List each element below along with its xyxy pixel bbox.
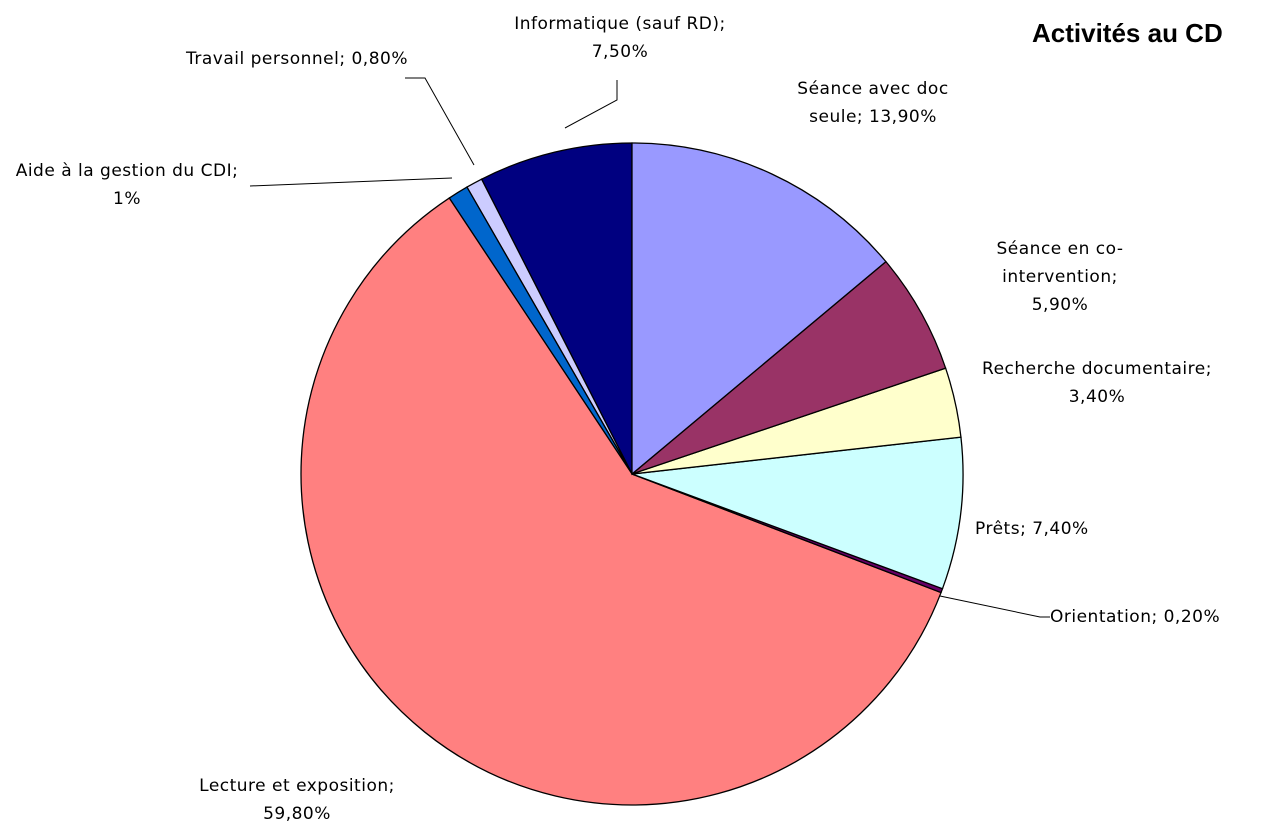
category-label: Orientation [1050, 607, 1152, 627]
category-label: Prêts [975, 519, 1021, 539]
data-label: Informatique (sauf RD); 7,50% [490, 10, 750, 66]
category-label: Séance avec doc seule [797, 79, 949, 127]
data-label: Orientation; 0,20% [1050, 603, 1280, 631]
category-label: Aide à la gestion du CDI [15, 161, 233, 181]
pie-slice [631, 260, 947, 475]
data-label: Prêts; 7,40% [975, 515, 1175, 543]
pie-slice [300, 197, 942, 806]
value-label: ; 7,50% [591, 14, 726, 62]
category-label: Lecture et exposition [199, 776, 389, 796]
leader-line [939, 595, 1050, 618]
value-label: ; 59,80% [263, 776, 395, 824]
pie-slice [631, 436, 964, 590]
data-label: Aide à la gestion du CDI; 1% [2, 157, 252, 213]
value-label: ; 0,80% [339, 49, 408, 69]
value-label: ; 3,40% [1068, 359, 1212, 407]
data-label: Lecture et exposition; 59,80% [167, 772, 427, 828]
leader-line [564, 80, 618, 129]
value-label: ; 0,20% [1151, 607, 1221, 627]
pie-slice [480, 142, 633, 475]
value-label: ; 1% [113, 161, 239, 209]
data-label: Travail personnel; 0,80% [182, 45, 412, 73]
value-label: ; 13,90% [856, 107, 937, 127]
category-label: Travail personnel [186, 49, 340, 69]
category-label: Séance en co-intervention [996, 239, 1124, 287]
data-label: Recherche documentaire; 3,40% [982, 355, 1212, 411]
data-label: Séance en co-intervention; 5,90% [985, 235, 1135, 319]
leader-line [405, 77, 475, 166]
category-label: Informatique (sauf RD) [514, 14, 720, 34]
data-label: Séance avec doc seule; 13,90% [773, 75, 973, 131]
value-label: ; 5,90% [1031, 267, 1118, 315]
value-label: ; 7,40% [1020, 519, 1089, 539]
chart-title: Activités au CD [1032, 18, 1223, 48]
leader-line [249, 177, 453, 187]
category-label: Recherche documentaire [982, 359, 1206, 379]
pie-slice [631, 142, 887, 476]
